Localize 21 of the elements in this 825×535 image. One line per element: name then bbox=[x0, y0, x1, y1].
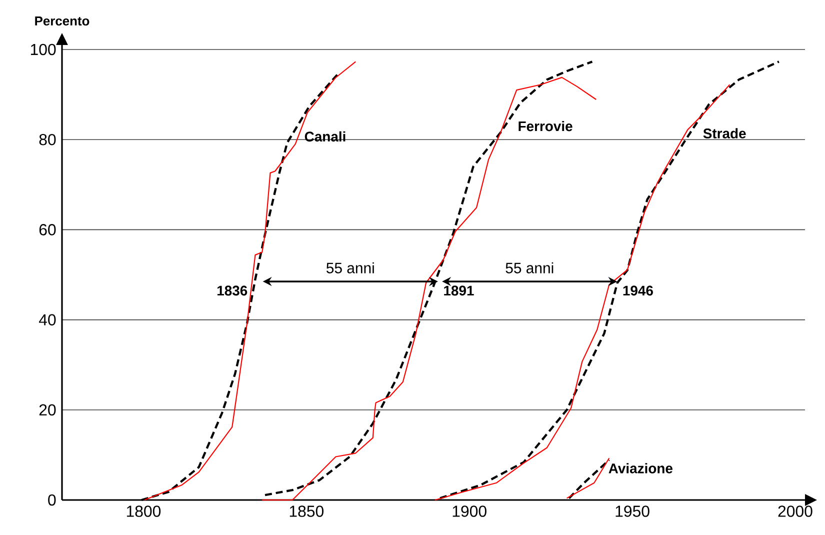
y-tick-label: 20 bbox=[39, 404, 56, 416]
x-tick-label: 1850 bbox=[290, 506, 324, 517]
x-tick-label: 1900 bbox=[452, 506, 486, 517]
y-tick-label: 80 bbox=[39, 134, 56, 146]
annotation: 55 anni bbox=[506, 262, 554, 274]
x-tick-label: 1800 bbox=[126, 506, 161, 517]
series-label: Canali bbox=[304, 131, 346, 142]
series-label: Ferrovie bbox=[518, 120, 572, 132]
y-axis-title: Percento bbox=[35, 16, 90, 26]
x-tick-label: 2000 bbox=[778, 506, 812, 517]
annotation: 55 anni bbox=[326, 262, 374, 274]
y-tick-label: 40 bbox=[38, 314, 56, 326]
x-tick-label: 1950 bbox=[616, 506, 650, 517]
y-tick-label: 0 bbox=[48, 494, 56, 506]
annotation: 1891 bbox=[444, 286, 474, 296]
y-tick-label: 100 bbox=[30, 44, 56, 56]
y-tick-label: 60 bbox=[39, 224, 56, 236]
series-label: Strade bbox=[703, 128, 746, 138]
annotation: 1946 bbox=[623, 286, 653, 296]
annotation: 1836 bbox=[217, 286, 248, 296]
series-label: Aviazione bbox=[608, 463, 672, 474]
